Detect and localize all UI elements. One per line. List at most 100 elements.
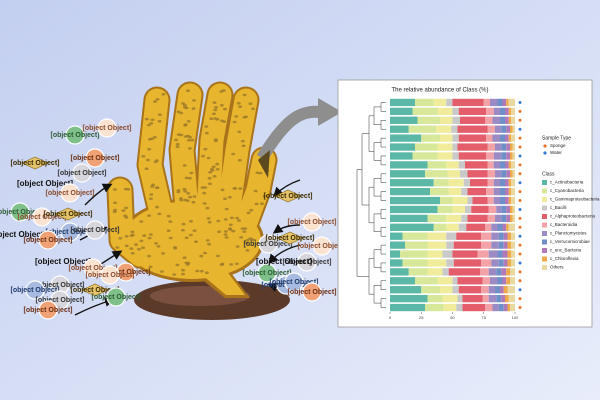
sponge-pore xyxy=(207,242,212,246)
sponge-pore xyxy=(147,236,152,240)
bar-segment xyxy=(481,259,492,267)
bar-segment xyxy=(511,179,515,187)
sponge-pore xyxy=(166,214,171,218)
sponge-pore xyxy=(253,189,258,193)
bar-segment xyxy=(498,303,504,312)
bar-segment xyxy=(508,187,512,196)
legend-label: Water xyxy=(550,150,562,155)
ion-ball xyxy=(72,163,92,183)
bar-segment xyxy=(506,214,510,223)
bar-segment xyxy=(483,98,490,107)
sponge-pore xyxy=(180,228,185,232)
bar-segment xyxy=(390,125,409,133)
bar-segment xyxy=(390,286,422,294)
legend-swatch xyxy=(542,222,547,228)
sample-type-dot xyxy=(518,207,522,211)
big-arrow-head xyxy=(318,98,342,126)
bar-segment xyxy=(427,250,443,258)
sponge-pore xyxy=(207,220,212,224)
bar-segment xyxy=(390,232,403,240)
ion-label: [object Object] xyxy=(282,259,331,266)
bar-segment xyxy=(508,294,515,303)
bar-segment xyxy=(508,161,512,169)
bar-segment xyxy=(408,268,428,276)
sponge-pore xyxy=(124,206,129,210)
legend-title: Class xyxy=(542,171,555,177)
sponge-pore xyxy=(124,244,129,248)
bar-segment xyxy=(467,170,488,178)
sponge-pore xyxy=(157,212,162,216)
bar-segment xyxy=(451,125,458,133)
bar-segment xyxy=(452,134,459,142)
sample-type-dot xyxy=(518,109,522,113)
sample-type-dot xyxy=(518,288,522,292)
bar-segment xyxy=(412,107,438,116)
bar-segment xyxy=(437,143,453,151)
bar-segment xyxy=(496,205,502,214)
bar-segment xyxy=(437,205,453,214)
sponge-pore xyxy=(192,195,197,198)
sponge-pore xyxy=(150,118,155,122)
bar-segment xyxy=(493,187,500,196)
bar-segment xyxy=(481,286,489,294)
sponge-pore xyxy=(186,134,190,138)
bar-segment xyxy=(448,268,480,276)
bar-segment xyxy=(448,179,464,187)
ion-label: [object Object] xyxy=(242,270,291,277)
sponge-pore xyxy=(148,233,153,236)
sample-type-dot xyxy=(518,306,522,310)
sponge-pore xyxy=(175,145,180,149)
legend-label: c_Actinobacteria xyxy=(550,180,584,185)
bar-segment xyxy=(510,277,515,285)
sponge-pore xyxy=(179,111,184,115)
bar-segment xyxy=(500,179,505,187)
sponge-pore xyxy=(221,89,226,92)
bar-segment xyxy=(440,286,453,294)
bar-segment xyxy=(463,179,470,187)
sponge-pore xyxy=(191,107,196,110)
bar-segment xyxy=(460,170,468,178)
bar-segment xyxy=(390,250,400,258)
bar-segment xyxy=(462,294,483,303)
bar-segment xyxy=(465,161,488,169)
sponge-pore xyxy=(134,243,139,246)
sponge-pore xyxy=(216,219,221,223)
bar-segment xyxy=(427,294,443,303)
bar-segment xyxy=(501,214,507,223)
ion-label: [object Object] xyxy=(85,272,134,279)
legend-label: c_Planctomycetes xyxy=(550,231,587,236)
legend-label: c_Alphaproteobacteria xyxy=(550,214,596,219)
bar-segment xyxy=(487,179,494,187)
sponge-pore xyxy=(112,210,117,214)
bar-segment xyxy=(442,294,458,303)
bar-segment xyxy=(390,241,405,249)
sponge-pore xyxy=(232,120,237,124)
sponge-pore xyxy=(176,189,181,192)
bar-segment xyxy=(507,241,512,249)
sponge-pore xyxy=(201,154,205,158)
ion-diamond xyxy=(54,207,82,221)
sponge-pore xyxy=(215,168,220,171)
ion-label: [object Object] xyxy=(68,265,117,272)
ion-ball xyxy=(85,220,105,240)
bar-segment xyxy=(415,277,438,285)
sponge-pore xyxy=(183,124,188,127)
bar-segment xyxy=(502,250,508,258)
sponge-pore xyxy=(229,216,234,220)
sponge-pore xyxy=(224,236,229,239)
bar-segment xyxy=(512,125,515,133)
sponge-pore xyxy=(200,186,205,189)
sponge-pore xyxy=(203,147,208,151)
sponge-pore xyxy=(154,186,159,189)
sponge-pore xyxy=(168,236,173,240)
bar-segment xyxy=(437,152,453,160)
bar-segment xyxy=(497,98,503,107)
arrow xyxy=(272,223,301,234)
arrow xyxy=(268,244,301,265)
bar-segment xyxy=(506,170,510,178)
sponge-pore xyxy=(168,220,173,223)
sponge-pore xyxy=(244,241,249,244)
bar-segment xyxy=(501,152,507,160)
bar-segment xyxy=(390,303,425,312)
sponge-pore xyxy=(244,115,248,119)
